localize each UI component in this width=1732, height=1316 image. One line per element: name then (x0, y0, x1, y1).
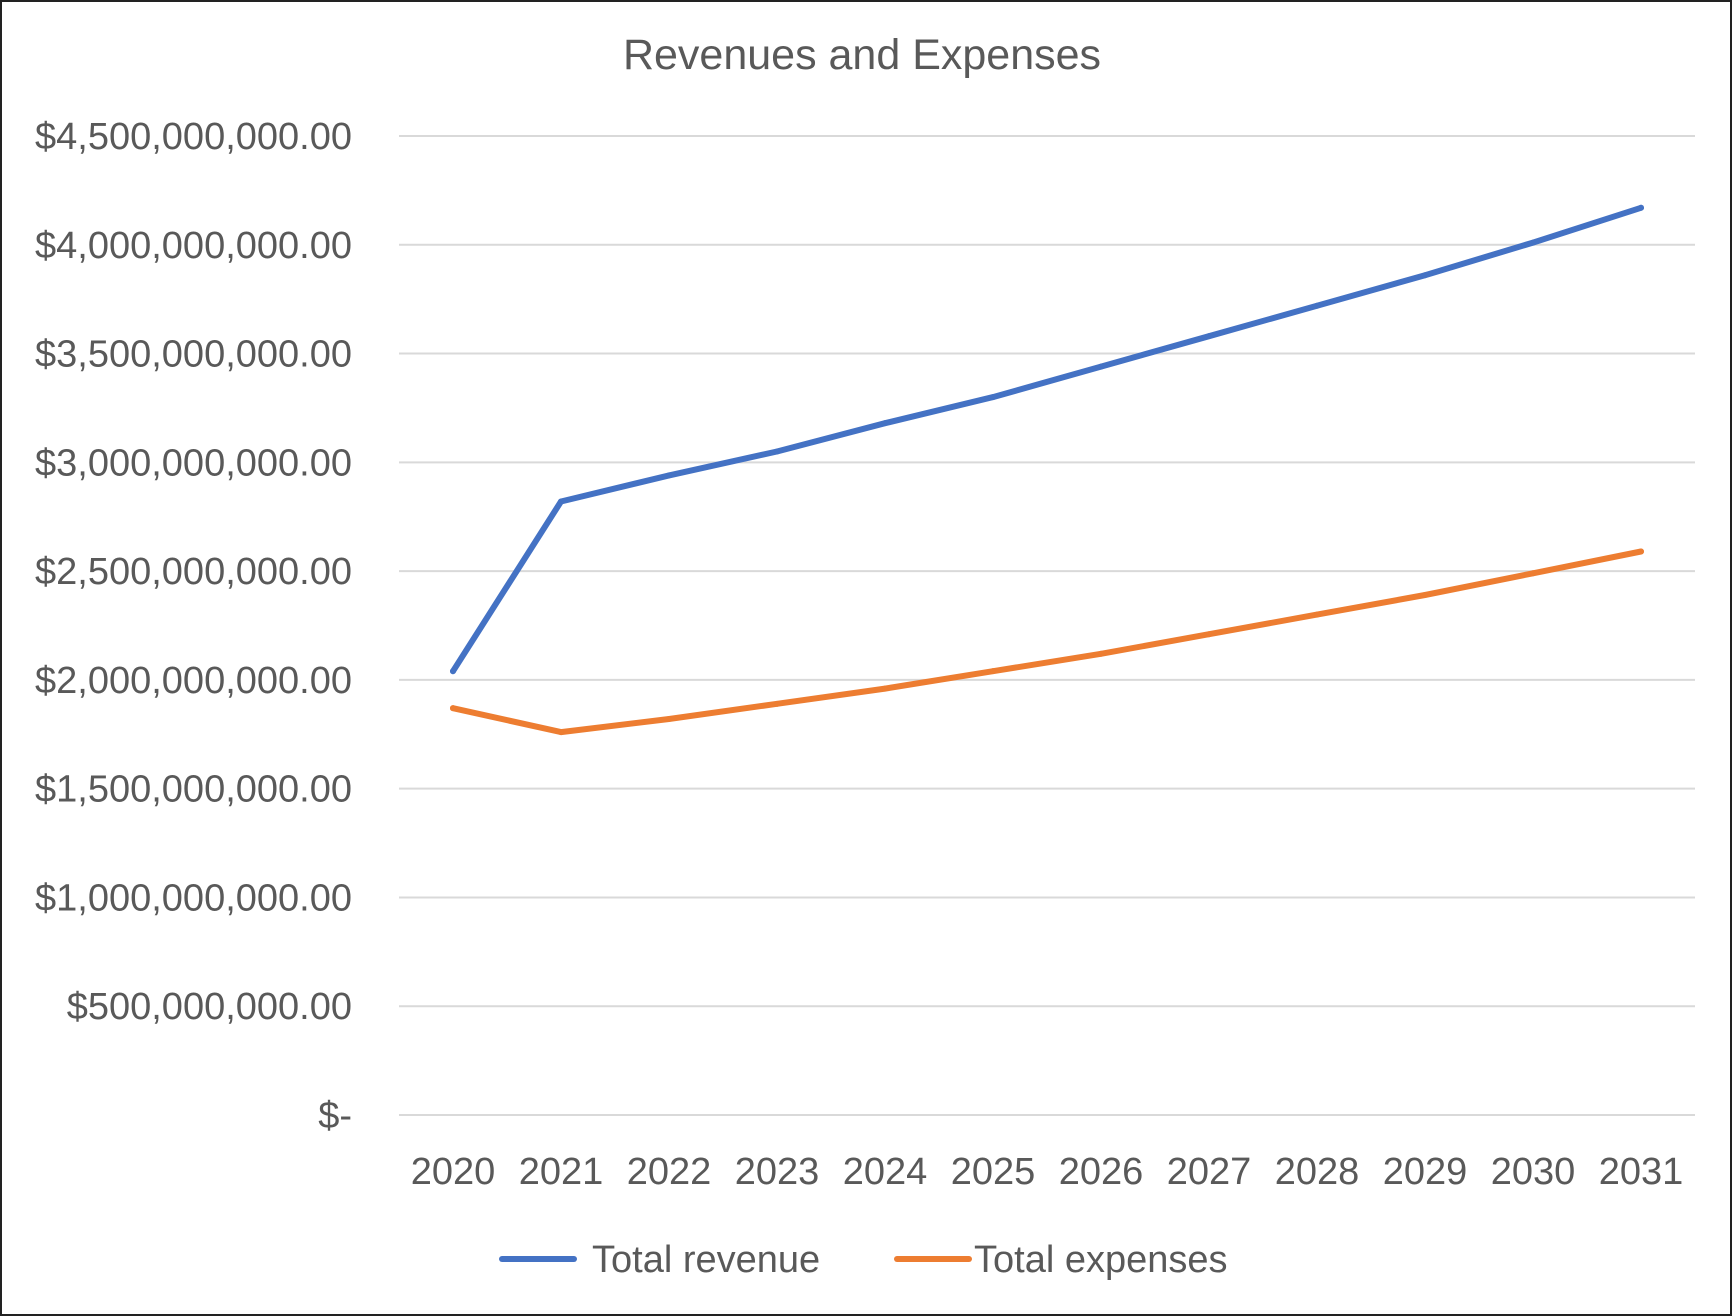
data-point (1314, 611, 1320, 618)
x-tick-label: 2027 (1167, 1151, 1252, 1193)
x-tick-label: 2026 (1059, 1151, 1144, 1193)
legend: Total revenue Total expenses (499, 1239, 1228, 1281)
data-point (1638, 548, 1644, 555)
data-point (774, 448, 780, 455)
y-tick-label: $3,000,000,000.00 (35, 442, 352, 484)
y-tick-label: $2,500,000,000.00 (35, 551, 352, 593)
y-tick-label: $2,000,000,000.00 (35, 660, 352, 702)
x-tick-label: 2029 (1383, 1151, 1468, 1193)
data-point (558, 498, 564, 505)
x-tick-label: 2023 (735, 1151, 820, 1193)
data-point (882, 420, 888, 427)
data-point (450, 705, 456, 712)
x-tick-label: 2031 (1599, 1151, 1684, 1193)
data-point (666, 716, 672, 723)
y-tick-label: $- (318, 1095, 352, 1137)
data-point (1638, 204, 1644, 211)
x-tick-label: 2020 (411, 1151, 496, 1193)
data-point (1206, 631, 1212, 638)
data-point (450, 668, 456, 675)
data-point (1422, 592, 1428, 599)
data-point (1098, 363, 1104, 370)
legend-label: Total revenue (592, 1239, 820, 1281)
series-line-total-expenses (450, 548, 1644, 736)
x-tick-label: 2021 (519, 1151, 604, 1193)
data-point (666, 472, 672, 479)
data-point (1530, 239, 1536, 246)
y-tick-label: $4,000,000,000.00 (35, 225, 352, 267)
series-lines (450, 204, 1644, 736)
y-tick-label: $1,500,000,000.00 (35, 769, 352, 811)
chart-title: Revenues and Expenses (623, 31, 1101, 79)
x-tick-label: 2025 (951, 1151, 1036, 1193)
data-point (1422, 272, 1428, 279)
data-point (990, 668, 996, 675)
data-point (882, 685, 888, 692)
y-axis-tick-labels: $- $500,000,000.00 $1,000,000,000.00 $1,500… (35, 116, 352, 1137)
y-tick-label: $3,500,000,000.00 (35, 334, 352, 376)
y-tick-label: $1,000,000,000.00 (35, 877, 352, 919)
x-tick-label: 2024 (843, 1151, 928, 1193)
x-tick-label: 2028 (1275, 1151, 1360, 1193)
legend-label: Total expenses (974, 1239, 1228, 1281)
gridlines (399, 135, 1695, 1116)
data-point (1098, 650, 1104, 657)
x-tick-label: 2030 (1491, 1151, 1576, 1193)
data-point (558, 729, 564, 736)
data-point (1530, 570, 1536, 577)
x-tick-label: 2022 (627, 1151, 712, 1193)
x-axis-tick-labels: 2020 2021 2022 2023 2024 2025 2026 2027 2028 2029… (411, 1151, 1684, 1193)
series-line-total-revenue (450, 204, 1644, 675)
y-tick-label: $500,000,000.00 (67, 986, 352, 1028)
data-point (774, 700, 780, 707)
data-point (1206, 333, 1212, 340)
y-tick-label: $4,500,000,000.00 (35, 116, 352, 158)
data-point (1314, 302, 1320, 309)
data-point (990, 394, 996, 401)
